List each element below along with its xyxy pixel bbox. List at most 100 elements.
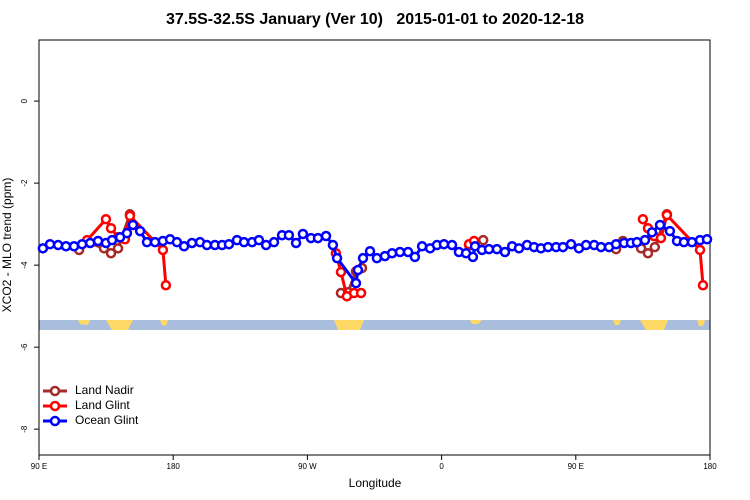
- data-point: [542, 241, 554, 253]
- data-point: [664, 225, 676, 237]
- data-point: [565, 238, 577, 250]
- chart-title: 37.5S-32.5S January (Ver 10) 2015-01-01 …: [166, 11, 584, 28]
- data-point: [223, 238, 235, 250]
- x-tick-label: 180: [703, 462, 717, 471]
- data-point: [105, 247, 117, 259]
- data-point: [446, 239, 458, 251]
- data-point: [76, 238, 88, 250]
- x-axis-label: Longitude: [349, 476, 402, 490]
- y-tick-label: -6: [20, 343, 29, 351]
- x-tick-label: 90 W: [298, 462, 317, 471]
- data-point: [127, 219, 139, 231]
- data-point: [371, 252, 383, 264]
- data-point: [678, 236, 690, 248]
- data-point: [610, 238, 622, 250]
- land-patch: [160, 320, 168, 326]
- data-point: [105, 222, 117, 234]
- data-point: [697, 279, 709, 291]
- data-point: [160, 279, 172, 291]
- data-point: [283, 229, 295, 241]
- data-point: [649, 241, 661, 253]
- data-point: [100, 213, 112, 225]
- data-point: [694, 244, 706, 256]
- legend-marker: [49, 415, 61, 427]
- land-patch: [334, 320, 364, 330]
- data-point: [124, 210, 136, 222]
- legend-label: Ocean Glint: [75, 413, 139, 427]
- data-point: [134, 225, 146, 237]
- data-point: [201, 239, 213, 251]
- data-point: [335, 266, 347, 278]
- data-point: [157, 244, 169, 256]
- data-point: [268, 236, 280, 248]
- x-tick-label: 0: [439, 462, 444, 471]
- land-patch: [697, 320, 705, 326]
- data-point: [402, 246, 414, 258]
- data-point: [106, 234, 118, 246]
- data-point: [661, 209, 673, 221]
- data-point: [44, 238, 56, 250]
- ocean-strip: [39, 320, 710, 330]
- data-point: [499, 246, 511, 258]
- data-point: [297, 228, 309, 240]
- data-point: [312, 232, 324, 244]
- x-tick-label: 90 E: [31, 462, 47, 471]
- data-point: [655, 232, 667, 244]
- data-point: [394, 246, 406, 258]
- data-point: [477, 234, 489, 246]
- data-point: [112, 243, 124, 254]
- y-tick-label: -2: [20, 179, 29, 187]
- y-tick-label: 0: [20, 98, 29, 103]
- data-point: [141, 236, 153, 248]
- data-point: [238, 236, 250, 248]
- legend-marker: [49, 400, 61, 412]
- data-point: [253, 234, 265, 246]
- data-point: [357, 252, 369, 264]
- data-point: [331, 252, 343, 264]
- land-patch: [106, 320, 133, 330]
- y-tick-label: -4: [20, 261, 29, 269]
- data-point: [121, 227, 133, 239]
- data-point: [290, 237, 302, 249]
- data-point: [646, 227, 658, 238]
- data-point: [350, 277, 362, 289]
- legend-label: Land Nadir: [75, 383, 134, 397]
- x-tick-label: 180: [167, 462, 181, 471]
- x-tick-label: 90 E: [568, 462, 584, 471]
- land-patch: [640, 320, 668, 330]
- data-point: [416, 241, 428, 252]
- land-patch: [613, 320, 621, 325]
- data-point: [701, 234, 713, 245]
- data-point: [637, 213, 649, 225]
- data-point: [580, 239, 592, 251]
- land-patch: [470, 320, 482, 324]
- data-point: [595, 241, 607, 253]
- land-patch: [78, 320, 90, 325]
- y-axis-label: XCO2 - MLO trend (ppm): [0, 178, 14, 313]
- data-point: [639, 234, 651, 246]
- data-point: [355, 287, 367, 299]
- data-point: [438, 238, 450, 250]
- data-point: [654, 219, 666, 231]
- data-point: [68, 241, 80, 252]
- data-point: [642, 247, 654, 259]
- legend-label: Land Glint: [75, 398, 130, 412]
- data-point: [631, 236, 643, 248]
- data-point: [364, 245, 376, 257]
- data-point: [60, 241, 72, 252]
- data-point: [186, 237, 198, 249]
- data-point: [491, 243, 503, 255]
- data-point: [320, 230, 332, 242]
- y-tick-label: -8: [20, 425, 29, 433]
- data-point: [409, 251, 421, 263]
- data-point: [513, 243, 525, 254]
- data-point: [327, 239, 339, 251]
- data-point: [352, 264, 364, 276]
- data-point: [467, 251, 479, 263]
- map-strip: [39, 320, 710, 330]
- legend-marker: [49, 385, 61, 397]
- data-point: [686, 236, 698, 248]
- data-point: [557, 241, 569, 253]
